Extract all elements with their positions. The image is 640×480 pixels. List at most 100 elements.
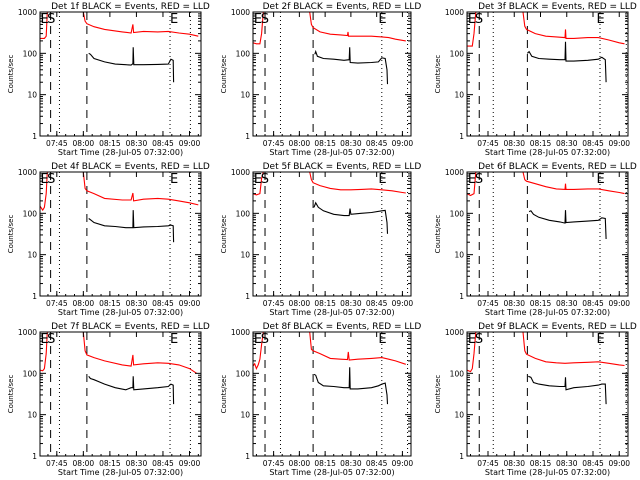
events-series-line: [313, 201, 389, 234]
event-marker-s: S: [47, 172, 55, 187]
event-marker-e: E: [254, 332, 262, 347]
x-tick-label: 07:45: [477, 139, 499, 148]
y-tick-label: 1: [32, 292, 37, 301]
event-marker-s: S: [47, 332, 55, 347]
x-tick-label: 08:00: [73, 139, 95, 148]
panel-title: Det 8f BLACK = Events, RED = LLD: [263, 322, 422, 332]
y-tick-label: 1: [459, 452, 464, 461]
plot-frame: [252, 11, 412, 137]
x-tick-label: 07:45: [477, 459, 499, 468]
x-tick-label: 07:45: [46, 459, 68, 468]
x-tick-label: 09:00: [392, 139, 414, 148]
lld-series-line: [82, 172, 199, 206]
lld-series-line: [253, 12, 264, 45]
x-tick-label: 08:30: [340, 459, 362, 468]
x-tick-label: 08:00: [289, 299, 311, 308]
y-tick-label: 10: [27, 91, 37, 100]
x-axis-label: Start Time (28-Jul-05 07:32:00): [58, 148, 183, 157]
x-tick-label: 08:15: [99, 139, 121, 148]
plot-area: [467, 12, 627, 136]
event-marker-s: S: [261, 12, 269, 27]
plot-frame: [252, 171, 412, 297]
plot-frame: [39, 331, 202, 457]
y-tick-label: 10: [27, 411, 37, 420]
event-marker-e: E: [378, 172, 386, 187]
x-tick-label: 08:45: [582, 299, 604, 308]
x-tick-label: 08:45: [582, 459, 604, 468]
x-tick-label: 08:00: [289, 459, 311, 468]
plot-area: [467, 172, 627, 296]
lld-series-line: [253, 172, 264, 196]
y-tick-label: 10: [454, 91, 464, 100]
y-tick-label: 1000: [18, 328, 37, 337]
plot-area: [253, 12, 409, 136]
event-marker-e: E: [468, 172, 476, 187]
x-tick-label: 08:30: [503, 139, 525, 148]
x-tick-label: 08:00: [289, 139, 311, 148]
event-marker-e: E: [170, 172, 178, 187]
x-tick-label: 08:45: [582, 139, 604, 148]
x-tick-label: 07:45: [46, 299, 68, 308]
lld-series-line: [253, 332, 264, 371]
events-series-line: [88, 47, 175, 83]
y-axis-label: Counts/sec: [434, 375, 442, 414]
x-tick-label: 08:45: [152, 139, 174, 148]
y-tick-label: 100: [450, 209, 465, 218]
plot-area: [40, 12, 199, 136]
panel-title: Det 4f BLACK = Events, RED = LLD: [51, 162, 210, 172]
y-tick-label: 1000: [231, 8, 250, 17]
y-tick-label: 10: [240, 91, 250, 100]
y-tick-label: 1: [32, 132, 37, 141]
lld-series-line: [40, 12, 48, 39]
x-tick-label: 08:15: [314, 299, 336, 308]
y-tick-label: 1000: [18, 168, 37, 177]
lld-series-line: [467, 172, 477, 197]
event-marker-e: E: [597, 12, 605, 27]
x-tick-label: 08:45: [152, 299, 174, 308]
y-tick-label: 10: [27, 251, 37, 260]
x-tick-label: 08:15: [99, 299, 121, 308]
events-series-line: [88, 210, 175, 243]
y-tick-label: 1: [459, 292, 464, 301]
lld-series-line: [40, 332, 48, 372]
event-marker-s: S: [475, 12, 483, 27]
x-tick-label: 08:45: [366, 139, 388, 148]
event-marker-e: E: [170, 332, 178, 347]
x-tick-label: 09:00: [179, 459, 201, 468]
plot-area: [467, 332, 627, 456]
x-tick-label: 08:30: [126, 139, 148, 148]
y-axis-label: Counts/sec: [220, 215, 228, 254]
x-axis-label: Start Time (28-Jul-05 07:32:00): [269, 148, 394, 157]
lld-series-line: [522, 12, 625, 45]
event-marker-s: S: [475, 172, 483, 187]
x-tick-label: 09:00: [608, 299, 630, 308]
x-tick-label: 08:30: [340, 299, 362, 308]
x-axis-label: Start Time (28-Jul-05 07:32:00): [485, 468, 610, 477]
y-tick-label: 10: [240, 251, 250, 260]
x-tick-label: 09:00: [179, 299, 201, 308]
event-marker-e: E: [254, 12, 262, 27]
event-marker-s: S: [475, 332, 483, 347]
x-tick-label: 08:30: [340, 139, 362, 148]
y-tick-label: 100: [450, 49, 465, 58]
x-tick-label: 09:00: [392, 459, 414, 468]
y-tick-label: 100: [450, 369, 465, 378]
y-axis-label: Counts/sec: [7, 215, 15, 254]
panel-title: Det 6f BLACK = Events, RED = LLD: [478, 162, 637, 172]
y-tick-label: 1: [245, 292, 250, 301]
x-tick-label: 08:30: [126, 299, 148, 308]
x-tick-label: 08:30: [556, 459, 578, 468]
y-axis-label: Counts/sec: [7, 375, 15, 414]
lld-series-line: [82, 12, 199, 37]
x-tick-label: 08:00: [73, 299, 95, 308]
lld-series-line: [467, 12, 477, 47]
panel-title: Det 7f BLACK = Events, RED = LLD: [51, 322, 210, 332]
y-tick-label: 1: [245, 132, 250, 141]
plot-area: [253, 332, 409, 456]
lld-series-line: [82, 332, 197, 374]
plot-area: [253, 172, 409, 296]
